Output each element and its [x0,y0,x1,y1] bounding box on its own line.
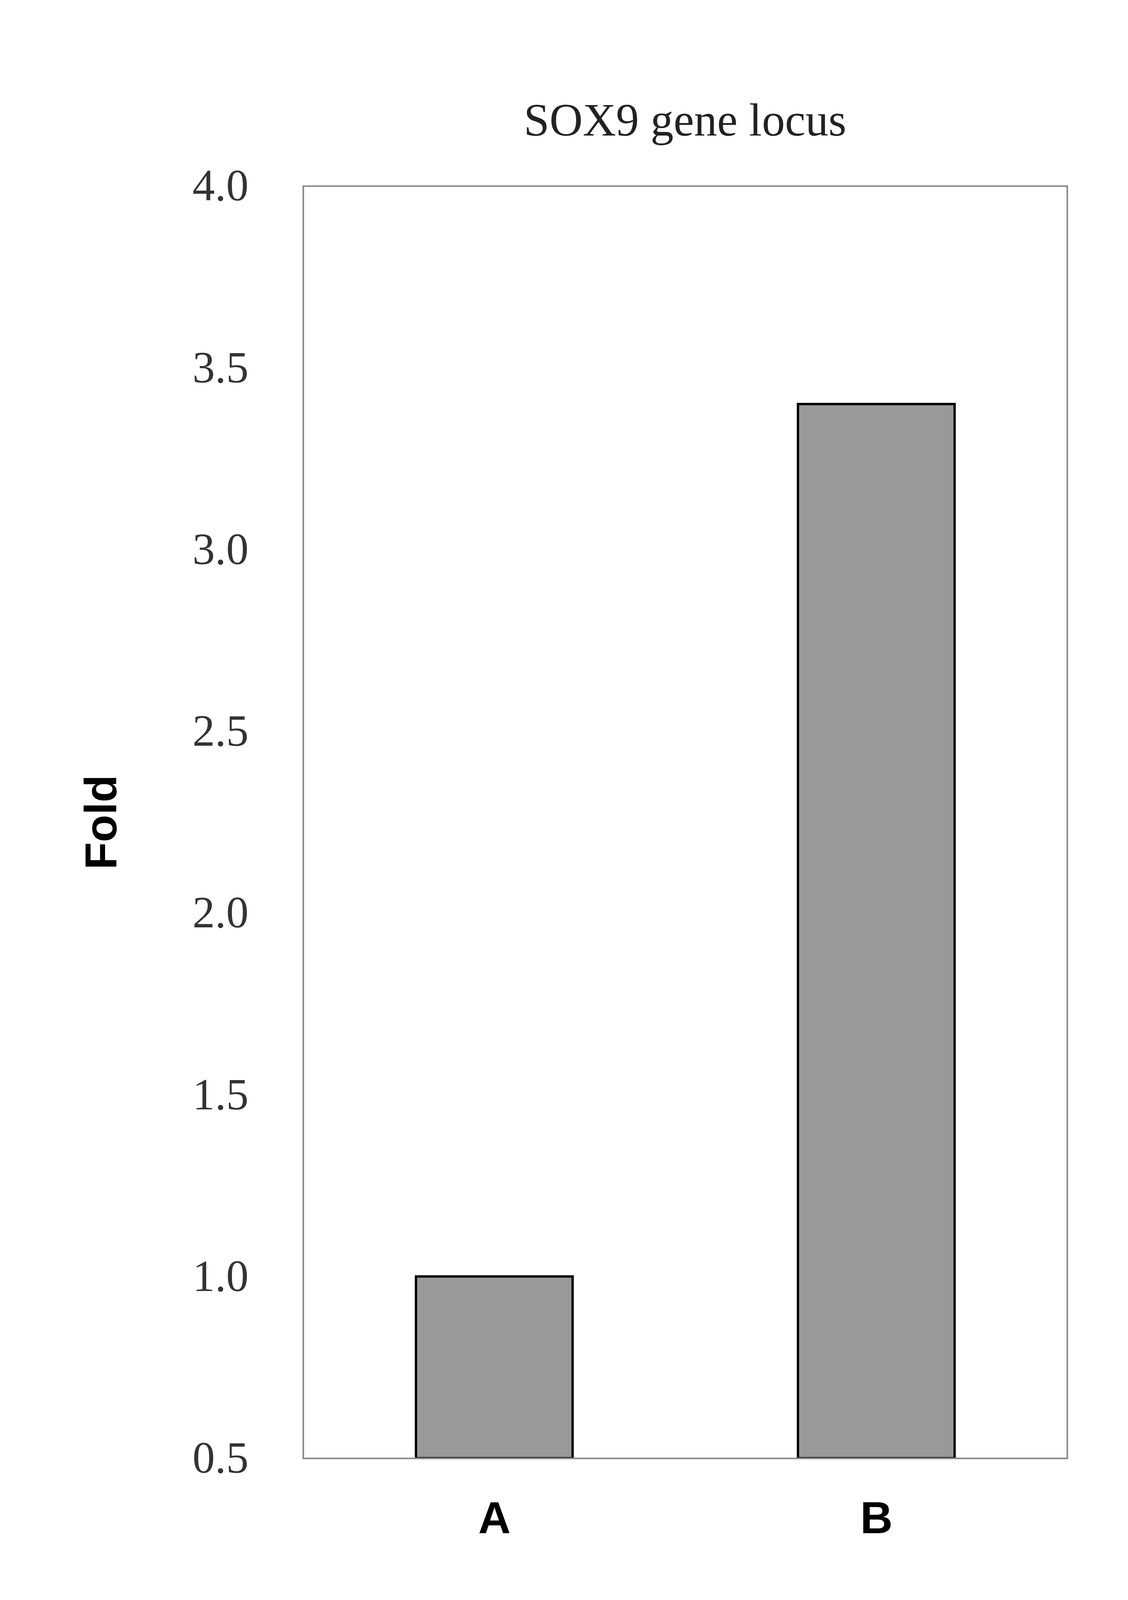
svg-text:3.5: 3.5 [192,342,249,393]
svg-text:4.0: 4.0 [192,160,249,211]
svg-text:Fold: Fold [75,774,126,870]
svg-text:B: B [860,1492,893,1543]
svg-text:2.5: 2.5 [192,705,249,756]
svg-text:2.0: 2.0 [192,887,249,938]
svg-text:1.5: 1.5 [192,1069,249,1120]
svg-text:1.0: 1.0 [192,1251,249,1301]
svg-text:0.5: 0.5 [192,1432,249,1483]
svg-text:A: A [478,1492,511,1543]
svg-text:3.0: 3.0 [192,524,249,574]
html-text:SOX9 gene locus: SOX9 gene locus [523,94,847,146]
